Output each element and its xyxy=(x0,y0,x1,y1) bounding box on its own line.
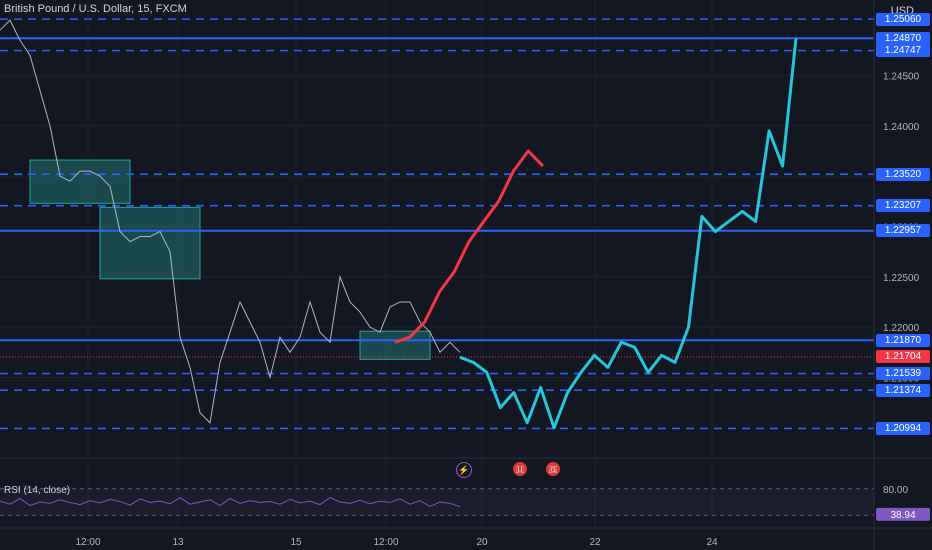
price-tag-1.23207: 1.23207 xyxy=(876,199,930,213)
price-zone-0 xyxy=(29,159,131,204)
y-axis: 1.245001.240001.235001.230001.225001.220… xyxy=(873,0,920,550)
price-series xyxy=(0,19,798,430)
price-zone-2 xyxy=(359,330,431,360)
price-zones xyxy=(29,159,431,360)
price-tag-1.21374: 1.21374 xyxy=(876,383,930,397)
rsi-value-tag-bg xyxy=(876,507,930,521)
y-tick-label: 1.24000 xyxy=(883,122,920,133)
lightning-icon[interactable]: ⚡ xyxy=(456,462,472,478)
x-tick-label: 20 xyxy=(476,537,488,548)
grid xyxy=(0,0,874,528)
price-tag-1.21539: 1.21539 xyxy=(876,367,930,381)
price-tag-1.20994: 1.20994 xyxy=(876,421,930,435)
us-flag-icon[interactable]: 🇺 xyxy=(513,462,527,476)
price-tag-1.22957: 1.22957 xyxy=(876,224,930,238)
y-tick-label: 1.22500 xyxy=(883,273,920,284)
projection-main-line xyxy=(459,38,798,430)
price-tag-1.24747: 1.24747 xyxy=(876,44,930,58)
symbol-title[interactable]: British Pound / U.S. Dollar, 15, FXCM xyxy=(4,3,187,15)
rsi-band xyxy=(0,488,874,516)
rsi-level-label: 80.00 xyxy=(883,485,908,496)
uk-flag-icon[interactable]: 🇬 xyxy=(546,462,560,476)
price-tag-1.24870: 1.24870 xyxy=(876,31,930,45)
x-tick-label: 13 xyxy=(172,537,184,548)
rsi-line xyxy=(0,497,461,508)
price-line xyxy=(0,19,461,424)
x-tick-label: 24 xyxy=(706,537,718,548)
price-zone-1 xyxy=(99,206,201,280)
x-tick-label: 15 xyxy=(290,537,302,548)
price-tag-1.23520: 1.23520 xyxy=(876,167,930,181)
rsi-value-tag: 38.94 xyxy=(890,510,915,521)
rsi-legend[interactable]: RSI (14, close) xyxy=(4,485,71,496)
level-lines xyxy=(0,18,874,430)
current-price-tag: 1.21704 xyxy=(876,350,930,364)
y-tick-label: 1.22000 xyxy=(883,323,920,334)
x-axis: 12:00 13 15 12:00 20 22 24 xyxy=(0,527,932,548)
projection-up-line xyxy=(394,149,545,344)
x-tick-label: 12:00 xyxy=(373,537,398,548)
price-tag-1.21870: 1.21870 xyxy=(876,333,930,347)
rsi-pane: 80.00 38.94 xyxy=(0,457,932,521)
x-tick-label: 22 xyxy=(589,537,601,548)
y-tick-label: 1.24500 xyxy=(883,71,920,82)
price-tag-1.25060: 1.25060 xyxy=(876,12,930,26)
x-tick-label: 12:00 xyxy=(75,537,100,548)
